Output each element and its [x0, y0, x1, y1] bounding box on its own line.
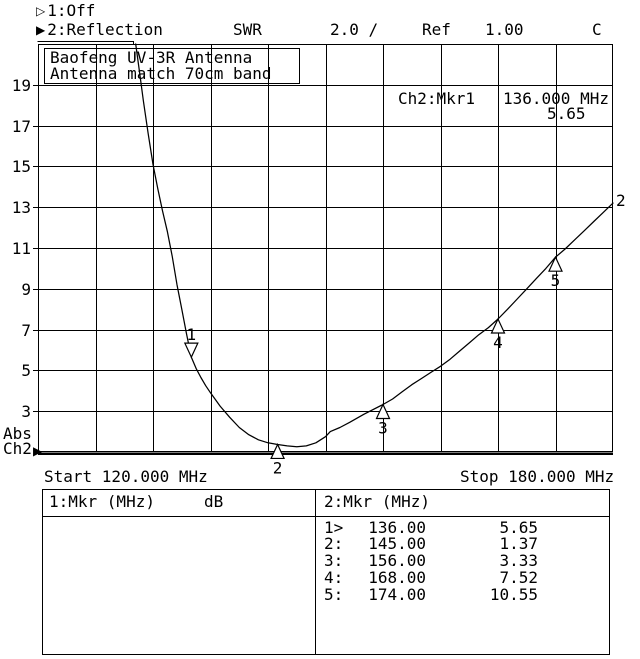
marker-number-label: 5 — [551, 271, 561, 290]
marker-number: 5: — [324, 584, 344, 604]
chart-marker-2[interactable]: 2 — [270, 443, 286, 477]
channel-1-inactive-arrow-icon: ▷ — [36, 4, 46, 18]
marker-number-label: 4 — [493, 333, 503, 352]
marker-table-row: 3: 156.00 3.33 — [324, 553, 538, 570]
marker-table-row: 5: 174.00 10.55 — [324, 584, 538, 604]
format-label: SWR — [233, 20, 262, 39]
marker-number: 2: — [324, 534, 344, 554]
marker-triangle-icon[interactable] — [270, 443, 286, 460]
ref-label: Ref — [422, 20, 451, 39]
marker-triangle-icon[interactable] — [548, 255, 563, 272]
marker-table-header-divider — [43, 516, 609, 517]
chart-title-line1: Baofeng UV-3R Antenna — [50, 48, 253, 67]
channel-2-active-arrow-icon: ▶ — [36, 23, 46, 37]
marker-value: 5.65 — [499, 517, 538, 537]
channel-1-selector[interactable]: ▷ 1:Off — [36, 3, 95, 19]
marker-triangle-icon[interactable] — [183, 342, 199, 359]
y-axis-tick-label: 11 — [12, 239, 31, 258]
start-frequency-label: Start 120.000 MHz — [44, 467, 208, 486]
cal-status-indicator: C — [592, 20, 602, 39]
marker-readout-frequency: 136.000 MHz — [503, 89, 609, 108]
ref-value: 1.00 — [485, 20, 524, 39]
chart-marker-4[interactable]: 4 — [490, 317, 506, 352]
marker-triangle-icon[interactable] — [375, 403, 391, 420]
trace-number-label: 2 — [616, 191, 626, 210]
plot-border — [38, 44, 613, 452]
ch1-marker-table-header: 1:Mkr (MHz) — [49, 492, 155, 511]
marker-value: 7.52 — [499, 567, 538, 587]
active-tab-underline — [37, 41, 134, 45]
marker-frequency: 156.00 — [368, 551, 426, 571]
marker-readout-value: 5.65 — [547, 104, 586, 123]
channel-2-selector[interactable]: ▶ 2:Reflection — [36, 22, 163, 38]
chart-marker-5[interactable]: 5 — [548, 255, 563, 290]
marker-number-label: 1 — [187, 325, 197, 344]
y-axis-tick-label: 5 — [21, 361, 31, 380]
marker-number-label: 2 — [273, 458, 283, 477]
marker-value: 3.33 — [499, 551, 538, 571]
marker-frequency: 174.00 — [368, 584, 426, 604]
stop-frequency-label: Stop 180.000 MHz — [460, 467, 615, 486]
ch1-marker-table-unit: dB — [204, 492, 224, 511]
y-axis-tick-label: 3 — [21, 402, 31, 421]
marker-number-label: 3 — [378, 418, 388, 437]
marker-readout-label: Ch2:Mkr1 — [398, 89, 476, 108]
marker-frequency: 136.00 — [368, 517, 426, 537]
marker-table: 1:Mkr (MHz) dB 2:Mkr (MHz) 1> 136.00 5.65 2… — [42, 489, 610, 655]
y-axis-tick-label: 15 — [12, 157, 31, 176]
ch2-marker-table-header: 2:Mkr (MHz) — [324, 492, 430, 511]
marker-value: 1.37 — [499, 534, 538, 554]
active-channel-label: Ch2 — [3, 439, 32, 458]
marker-triangle-icon[interactable] — [490, 317, 506, 334]
y-axis-tick-label: 19 — [12, 76, 31, 95]
chart-marker-3[interactable]: 3 — [375, 403, 391, 437]
y-axis-tick-label: 13 — [12, 198, 31, 217]
marker-frequency: 168.00 — [368, 567, 426, 587]
active-channel-arrow-icon: ▶ — [33, 444, 43, 458]
marker-number: 1> — [324, 517, 344, 537]
marker-value: 10.55 — [489, 584, 538, 604]
ch2-marker-rows: 1> 136.00 5.65 2: 145.00 1.37 3: 156.00 3.33 4: 16… — [324, 517, 538, 604]
marker-table-divider — [315, 490, 316, 654]
y-axis-tick-label: 9 — [21, 280, 31, 299]
y-axis-tick-label: 7 — [21, 321, 31, 340]
scale-per-div-value: 2.0 / — [330, 20, 379, 39]
y-axis-tick-label: 17 — [12, 117, 31, 136]
chart-marker-1[interactable]: 1 — [183, 325, 199, 359]
swr-trace — [135, 43, 614, 448]
chart-title-line2: Antenna match 70cm band — [50, 64, 272, 83]
abs-scale-label: Abs — [3, 424, 32, 443]
marker-number: 3: — [324, 551, 344, 571]
marker-table-row: 1> 136.00 5.65 — [324, 517, 538, 537]
chart-title-box: Baofeng UV-3R Antenna Antenna match 70cm… — [44, 48, 300, 84]
marker-table-row: 2: 145.00 1.37 — [324, 536, 538, 553]
marker-frequency: 145.00 — [368, 534, 426, 554]
marker-number: 4: — [324, 567, 344, 587]
channel-2-label: 2:Reflection — [47, 20, 163, 39]
channel-1-label: 1:Off — [47, 1, 96, 20]
marker-table-row: 4: 168.00 7.52 — [324, 567, 538, 587]
